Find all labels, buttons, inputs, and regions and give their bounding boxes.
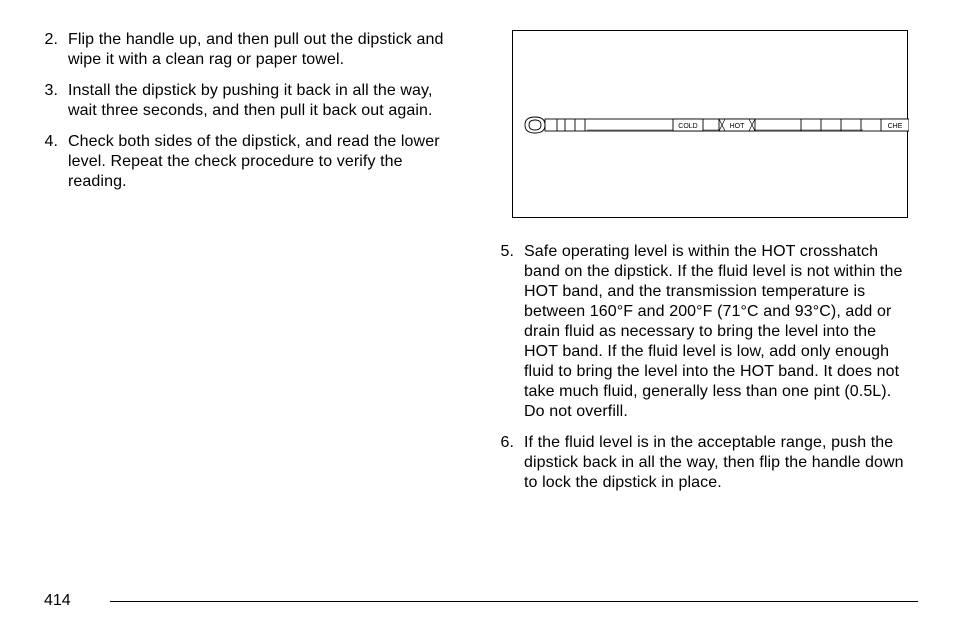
footer-rule (110, 601, 918, 602)
step-number: 6. (492, 433, 524, 453)
step-text: Safe operating level is within the HOT c… (524, 242, 908, 422)
page-number: 414 (44, 592, 71, 610)
step-number: 5. (492, 242, 524, 262)
step-number: 4. (36, 132, 68, 152)
step-item: 2. Flip the handle up, and then pull out… (36, 30, 452, 70)
step-text: Install the dipstick by pushing it back … (68, 81, 452, 121)
step-item: 4. Check both sides of the dipstick, and… (36, 132, 452, 192)
diagram-label-cold: COLD (678, 123, 697, 130)
step-number: 3. (36, 81, 68, 101)
diagram-label-hot: HOT (730, 123, 746, 130)
dipstick-icon: COLD HOT (523, 113, 909, 137)
step-number: 2. (36, 30, 68, 50)
dipstick-svg-wrap: COLD HOT (523, 113, 907, 142)
step-item: 5. Safe operating level is within the HO… (492, 242, 908, 422)
step-text: If the fluid level is in the acceptable … (524, 433, 908, 493)
steps-left: 2. Flip the handle up, and then pull out… (36, 30, 452, 192)
dipstick-diagram: COLD HOT (512, 30, 908, 218)
step-text: Check both sides of the dipstick, and re… (68, 132, 452, 192)
step-item: 3. Install the dipstick by pushing it ba… (36, 81, 452, 121)
diagram-label-che: CHE (888, 123, 903, 130)
steps-right: 5. Safe operating level is within the HO… (492, 242, 908, 493)
step-item: 6. If the fluid level is in the acceptab… (492, 433, 908, 493)
right-column: COLD HOT (492, 30, 908, 504)
two-column-layout: 2. Flip the handle up, and then pull out… (36, 30, 918, 504)
step-text: Flip the handle up, and then pull out th… (68, 30, 452, 70)
left-column: 2. Flip the handle up, and then pull out… (36, 30, 452, 504)
manual-page: 2. Flip the handle up, and then pull out… (0, 0, 954, 636)
